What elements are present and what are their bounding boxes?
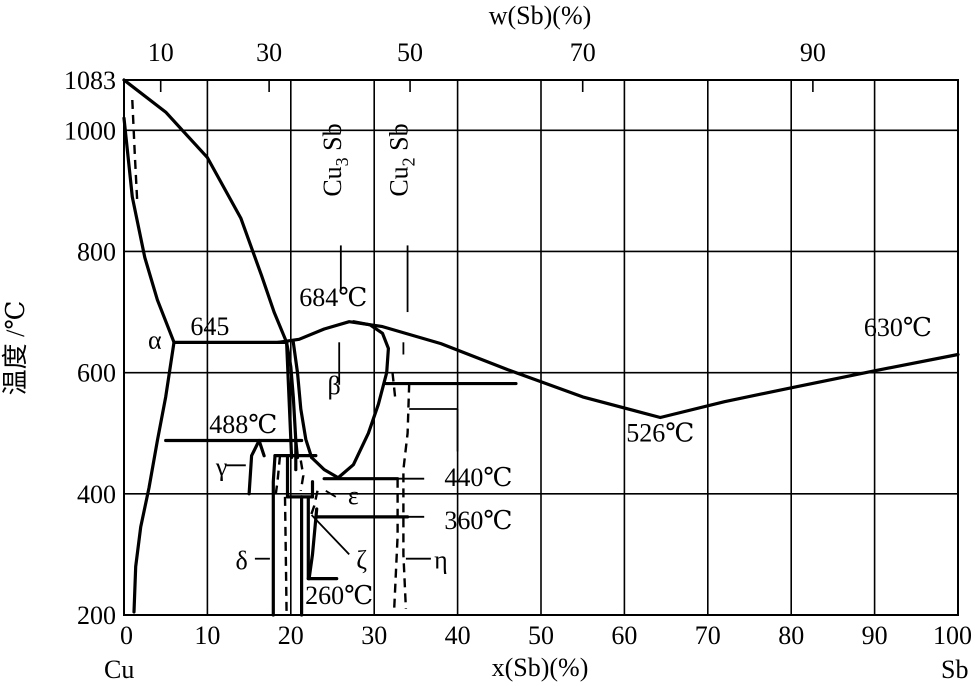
annotation: β: [328, 371, 341, 400]
annotation: 488℃: [209, 410, 277, 439]
y-tick-label: 600: [77, 359, 116, 388]
annotation: α: [148, 325, 162, 354]
annotation: γ: [215, 453, 228, 482]
annotation: δ: [235, 546, 247, 575]
phase-boundary: [285, 340, 294, 460]
y-tick-label: 800: [77, 237, 116, 266]
annotation: ε: [348, 481, 359, 510]
phase-boundary: [276, 320, 960, 420]
grid-layer: [123, 79, 959, 616]
phase-boundary: [308, 490, 319, 519]
x-axis-title: x(Sb)(%): [492, 653, 589, 682]
compound-label: Cu3 Sb: [318, 123, 352, 196]
x-tick-label: 30: [361, 621, 387, 650]
x-tick-label: 10: [194, 621, 220, 650]
y-tick-label: 1083: [64, 66, 116, 95]
phase-boundary: [337, 320, 390, 479]
y-tick-label: 1000: [64, 116, 116, 145]
top-tick-label: 10: [148, 38, 174, 67]
phase-boundary: [257, 438, 266, 458]
annotation: η: [434, 545, 448, 574]
x-tick-label: 40: [445, 621, 471, 650]
annotation: 440℃: [444, 463, 512, 492]
x-tick-label: 20: [278, 621, 304, 650]
phase-boundary: [274, 455, 282, 494]
phase-boundary: [247, 438, 261, 496]
annotation: 630℃: [864, 313, 932, 342]
x-tick-label: 70: [695, 621, 721, 650]
phase-boundary: [131, 99, 139, 204]
top-tick-label: 50: [397, 38, 423, 67]
compound-label: Cu2 Sb: [385, 123, 419, 196]
y-tick-label: 400: [77, 480, 116, 509]
annotation: ζ: [356, 545, 367, 574]
x-tick-label: 100: [933, 621, 972, 650]
annotation: 526℃: [626, 419, 694, 448]
phase-boundary: [283, 496, 288, 616]
phase-boundary: [299, 460, 305, 491]
x-tick-label: 60: [611, 621, 637, 650]
x-tick-label: 80: [778, 621, 804, 650]
top-tick-label: 30: [256, 38, 282, 67]
phase-boundary: [307, 507, 319, 581]
annotation: 684℃: [299, 283, 367, 312]
x-tick-label: 90: [862, 621, 888, 650]
x-tick-label: 50: [528, 621, 554, 650]
phase-boundary: [391, 372, 397, 398]
leader-line: [325, 490, 337, 498]
annotation: 260℃: [305, 581, 373, 610]
phase-boundary: [402, 383, 411, 609]
phase-boundary: [122, 116, 176, 344]
curve-layer: [122, 78, 960, 614]
end-label-cu: Cu: [104, 655, 134, 684]
top-tick-label: 70: [570, 38, 596, 67]
top-axis-title: w(Sb)(%): [489, 1, 592, 30]
leader-line: [310, 514, 350, 556]
x-tick-label: 0: [120, 621, 133, 650]
phase-boundary: [122, 78, 289, 344]
phase-boundary: [291, 340, 314, 460]
annotation: 645: [190, 312, 229, 341]
extra-layer: [131, 99, 459, 617]
top-tick-label: 90: [800, 38, 826, 67]
y-tick-label: 200: [77, 601, 116, 630]
phase-boundary: [132, 340, 176, 614]
phase-boundary: [310, 455, 339, 479]
phase-boundary: [271, 454, 277, 617]
y-axis-title: 温度 /℃: [1, 301, 30, 396]
end-label-sb: Sb: [941, 655, 968, 684]
annotation: 360℃: [444, 506, 512, 535]
phase-boundary: [393, 478, 399, 609]
